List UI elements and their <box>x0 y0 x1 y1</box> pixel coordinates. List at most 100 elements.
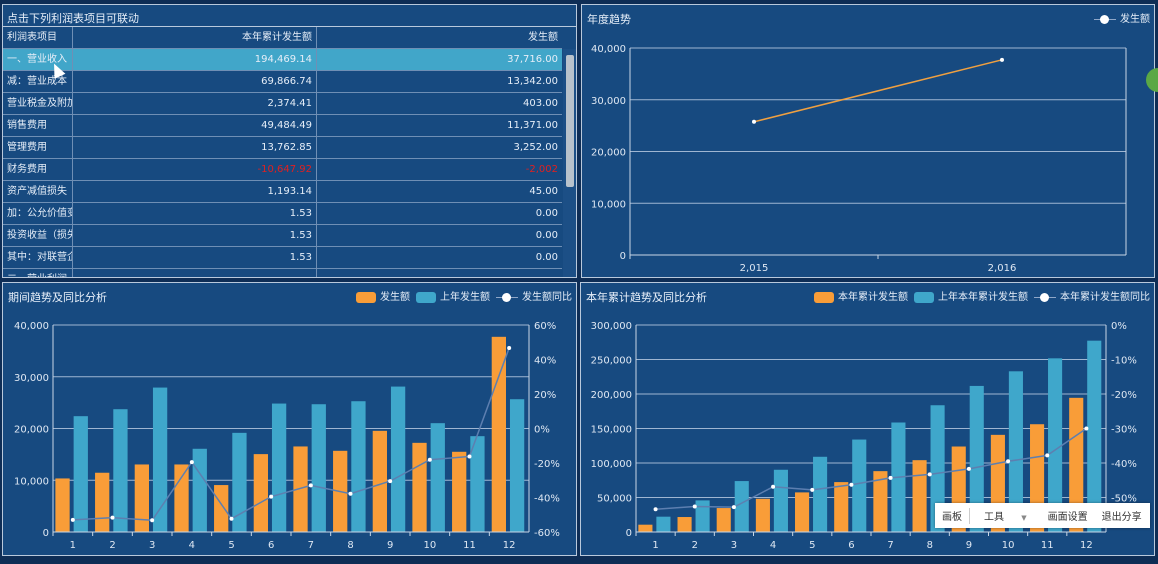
y2-tick-label: 0% <box>1111 321 1127 332</box>
legend-item[interactable]: 发生额同比 <box>496 288 572 303</box>
cell-ytd: -10,647.92 <box>73 159 317 181</box>
cell-item: 一、营业收入 <box>3 49 73 71</box>
x-tick-label: 2 <box>692 540 698 551</box>
table-row[interactable]: 财务费用 -10,647.92 -2,002 <box>3 159 562 181</box>
bar-prev <box>813 456 828 532</box>
legend-item[interactable]: 上年发生额 <box>416 288 490 303</box>
floating-expand-button[interactable] <box>1146 68 1158 92</box>
bar-curr <box>795 492 810 532</box>
data-point <box>966 466 971 471</box>
cell-amount: 11,371.00 <box>507 120 558 131</box>
x-tick-label: 2,016 <box>988 263 1017 274</box>
y2-tick-label: -20% <box>534 459 560 470</box>
exit-share-button[interactable]: 退出分享 <box>1101 512 1142 523</box>
share-toolbar: 画板 工具 ▼ 画面设置 退出分享 <box>935 503 1150 528</box>
cell-amount: 37,716.00 <box>507 54 558 65</box>
bar-prev <box>470 436 485 532</box>
y-tick-label: 250,000 <box>591 356 632 367</box>
cell-ytd: 1,193.14 <box>73 181 317 203</box>
x-tick-label: 6 <box>268 540 274 551</box>
y-tick-label: 40,000 <box>591 44 626 55</box>
y-tick-label: 100,000 <box>591 459 632 470</box>
y-tick-label: 20,000 <box>591 148 626 159</box>
cell-item: 其中：对联营企业 <box>3 247 73 269</box>
board-button[interactable]: 画板 <box>942 512 962 523</box>
data-point <box>1045 453 1050 458</box>
bar-prev <box>930 405 945 532</box>
table-row[interactable]: 管理费用 13,762.85 3,252.00 <box>3 137 562 159</box>
table-row[interactable]: 减：营业成本 69,866.74 13,342.00 <box>3 71 562 93</box>
data-point <box>507 345 512 350</box>
bar-prev <box>656 516 671 532</box>
x-tick-label: 1 <box>652 540 658 551</box>
y-tick-label: 20,000 <box>14 425 49 436</box>
data-point <box>771 484 776 489</box>
y-tick-label: 200,000 <box>591 390 632 401</box>
series-line <box>72 347 510 522</box>
scrollbar-thumb[interactable] <box>566 55 574 187</box>
divider <box>969 507 970 524</box>
bar-prev <box>969 385 984 532</box>
data-point <box>1084 426 1089 431</box>
x-tick-label: 3 <box>731 540 737 551</box>
x-tick-label: 3 <box>149 540 155 551</box>
screen-settings-button[interactable]: 画面设置 <box>1047 512 1088 523</box>
table-row[interactable]: 二、营业利润 <box>3 269 562 277</box>
table-row[interactable]: 营业税金及附加 2,374.41 403.00 <box>3 93 562 115</box>
bar-prev <box>351 401 366 532</box>
legend-swatch-icon <box>356 291 376 303</box>
tools-button[interactable]: 工具 ▼ <box>970 508 1041 523</box>
x-tick-label: 11 <box>463 540 476 551</box>
y-tick-label: 300,000 <box>591 321 632 332</box>
header-item: 利润表项目 <box>3 27 73 49</box>
table-scrollbar[interactable] <box>563 49 576 277</box>
legend-line-marker-icon <box>1094 14 1116 25</box>
data-point <box>1000 57 1004 62</box>
data-point <box>849 482 854 487</box>
table-row[interactable]: 销售费用 49,484.49 11,371.00 <box>3 115 562 137</box>
bar-prev <box>734 481 749 532</box>
legend-item[interactable]: 发生额 <box>1094 10 1150 25</box>
y2-tick-label: -30% <box>1111 425 1137 436</box>
legend-item[interactable]: 发生额 <box>356 288 410 303</box>
x-tick-label: 9 <box>387 540 393 551</box>
profit-table-panel: 点击下列利润表项目可联动 利润表项目 本年累计发生额 发生额 一、营业收入 194… <box>2 4 577 278</box>
y-tick-label: 10,000 <box>591 199 626 210</box>
bar-prev <box>152 387 168 532</box>
bar-prev <box>509 399 525 532</box>
legend-item[interactable]: 上年本年累计发生额 <box>914 288 1028 303</box>
table-row[interactable]: 其中：对联营企业1.53 0.00 <box>3 247 562 269</box>
header-ytd: 本年累计发生额 <box>73 27 317 49</box>
x-tick-label: 2,015 <box>740 263 769 274</box>
data-point <box>888 475 893 480</box>
x-tick-label: 6 <box>848 540 854 551</box>
bar-prev <box>311 404 326 532</box>
legend: 发生额 上年发生额 发生额同比 <box>356 288 572 303</box>
bar-curr <box>1069 397 1084 532</box>
data-point <box>810 487 815 492</box>
y2-tick-label: 40% <box>534 356 556 367</box>
bar-curr <box>873 471 888 532</box>
cell-ytd: 49,484.49 <box>73 115 317 137</box>
cell-amount <box>317 269 562 277</box>
cell-ytd: 1.53 <box>73 225 317 247</box>
bar-curr <box>677 517 692 532</box>
table-row[interactable]: 一、营业收入 194,469.14 37,716.00 <box>3 49 562 71</box>
table-row[interactable]: 资产减值损失 1,193.14 45.00 <box>3 181 562 203</box>
cell-ytd: 1.53 <box>73 203 317 225</box>
cell-amount: 0.00 <box>535 230 558 241</box>
legend-item[interactable]: 本年累计发生额 <box>814 288 908 303</box>
data-point <box>427 457 432 462</box>
x-tick-label: 2 <box>109 540 115 551</box>
y2-tick-label: 60% <box>534 321 556 332</box>
cell-ytd: 194,469.14 <box>73 49 317 71</box>
table-row[interactable]: 投资收益（损失 1.53 0.00 <box>3 225 562 247</box>
legend-item[interactable]: 本年累计发生额同比 <box>1034 288 1150 303</box>
cell-item: 加：公允价值变动 <box>3 203 73 225</box>
legend-line-marker-icon <box>496 292 518 303</box>
table-row[interactable]: 加：公允价值变动1.53 0.00 <box>3 203 562 225</box>
bar-curr <box>912 460 927 532</box>
bar-curr <box>174 464 189 532</box>
cell-item: 财务费用 <box>3 159 73 181</box>
legend-swatch-icon <box>814 291 834 303</box>
